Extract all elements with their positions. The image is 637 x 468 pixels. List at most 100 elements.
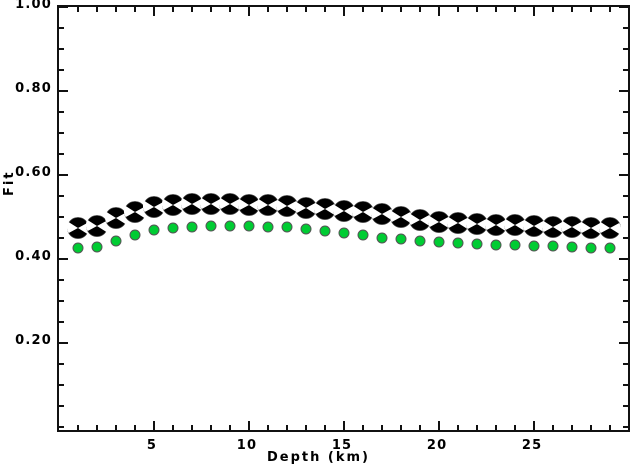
green-data-point — [205, 220, 217, 232]
x-axis-minor-tick — [590, 425, 593, 430]
x-axis-minor-tick — [400, 425, 403, 430]
x-axis-minor-tick-top — [514, 7, 517, 12]
x-axis-minor-tick-top — [286, 7, 289, 12]
x-axis-minor-tick — [628, 425, 631, 430]
x-axis-minor-tick-top — [457, 7, 460, 12]
x-tick-label: 25 — [521, 438, 543, 453]
y-axis-minor-tick-right — [623, 152, 628, 155]
y-axis-major-tick-right — [619, 341, 628, 344]
y-axis-minor-tick-right — [623, 26, 628, 29]
y-axis-minor-tick — [59, 236, 64, 239]
y-axis-minor-tick — [59, 383, 64, 386]
y-axis-minor-tick-right — [623, 131, 628, 134]
y-axis-minor-tick — [59, 362, 64, 365]
x-axis-minor-tick-top — [628, 7, 631, 12]
beachball-data-point — [466, 213, 489, 236]
green-data-point — [338, 227, 350, 239]
y-axis-minor-tick-right — [623, 320, 628, 323]
beachball-data-point — [447, 211, 470, 234]
x-axis-minor-tick-top — [609, 7, 612, 12]
y-tick-label: 0.40 — [15, 248, 52, 264]
green-data-point — [471, 238, 483, 250]
green-data-point — [319, 225, 331, 237]
beachball-data-point — [561, 216, 584, 238]
y-axis-major-tick-right — [619, 6, 628, 8]
beachball-data-point — [104, 207, 128, 230]
x-axis-major-tick — [533, 421, 536, 430]
y-axis-minor-tick-right — [623, 299, 628, 302]
x-axis-minor-tick — [609, 425, 612, 430]
y-axis-minor-tick-right — [623, 425, 628, 428]
y-tick-label: 0.80 — [15, 80, 52, 96]
y-tick-label: 0.60 — [15, 164, 52, 180]
y-axis-minor-tick-right — [623, 110, 628, 113]
x-axis-minor-tick-top — [229, 7, 232, 12]
x-axis-minor-tick — [134, 425, 137, 430]
x-axis-minor-tick — [381, 425, 384, 430]
green-data-point — [433, 236, 445, 248]
plot-area — [57, 5, 631, 432]
x-axis-minor-tick-top — [324, 7, 327, 12]
y-axis-major-tick — [59, 257, 68, 260]
y-axis-minor-tick-right — [623, 47, 628, 50]
y-tick-label: 1.00 — [15, 0, 52, 12]
x-axis-minor-tick — [96, 425, 98, 430]
x-axis-minor-tick — [324, 425, 327, 430]
y-axis-minor-tick — [59, 215, 64, 218]
beachball-data-point — [599, 217, 622, 240]
y-tick-label: 0.20 — [15, 332, 52, 348]
x-axis-minor-tick — [172, 425, 175, 430]
x-axis-minor-tick — [476, 425, 479, 430]
x-axis-major-tick-top — [248, 7, 251, 16]
x-axis-minor-tick-top — [552, 7, 555, 12]
x-axis-minor-tick — [419, 425, 422, 430]
beachball-data-point — [504, 214, 527, 237]
y-axis-minor-tick-right — [623, 278, 628, 281]
x-axis-major-tick-top — [343, 7, 346, 16]
green-data-point — [604, 242, 616, 254]
y-axis-minor-tick — [59, 26, 64, 29]
green-data-point — [129, 229, 141, 241]
green-data-point — [262, 221, 274, 233]
x-axis-major-tick-top — [153, 7, 156, 16]
y-axis-minor-tick — [59, 404, 64, 407]
beachball-data-point — [142, 196, 166, 218]
green-data-point — [490, 239, 502, 251]
x-axis-minor-tick-top — [134, 7, 137, 12]
x-axis-minor-tick-top — [476, 7, 479, 12]
y-axis-minor-tick — [59, 320, 64, 323]
x-axis-major-tick — [343, 421, 346, 430]
x-axis-minor-tick-top — [305, 7, 308, 12]
green-data-point — [547, 240, 559, 252]
x-axis-title: Depth (km) — [267, 450, 370, 465]
x-axis-minor-tick — [362, 425, 365, 430]
x-axis-minor-tick-top — [495, 7, 498, 12]
x-tick-label: 15 — [331, 438, 353, 453]
beachball-data-point — [123, 200, 147, 223]
y-axis-minor-tick — [59, 152, 64, 155]
green-data-point — [566, 241, 578, 253]
green-data-point — [300, 223, 312, 235]
x-axis-minor-tick — [229, 425, 232, 430]
beachball-data-point — [351, 201, 375, 224]
green-data-point — [72, 242, 84, 254]
green-data-point — [528, 240, 540, 252]
y-axis-minor-tick — [59, 425, 64, 428]
y-axis-major-tick-right — [619, 173, 628, 176]
y-axis-minor-tick — [59, 68, 64, 71]
green-data-point — [452, 237, 464, 249]
x-axis-minor-tick-top — [210, 7, 213, 12]
x-axis-minor-tick-top — [400, 7, 403, 12]
x-axis-minor-tick — [286, 425, 289, 430]
y-axis-minor-tick — [59, 110, 64, 113]
y-axis-minor-tick-right — [623, 215, 628, 218]
green-data-point — [414, 235, 426, 247]
beachball-data-point — [218, 193, 242, 215]
x-axis-minor-tick-top — [362, 7, 365, 12]
x-axis-major-tick-top — [438, 7, 441, 16]
y-axis-major-tick — [59, 341, 68, 344]
x-axis-minor-tick-top — [571, 7, 574, 12]
y-axis-major-tick-right — [619, 257, 628, 260]
y-axis-major-tick — [59, 173, 68, 176]
